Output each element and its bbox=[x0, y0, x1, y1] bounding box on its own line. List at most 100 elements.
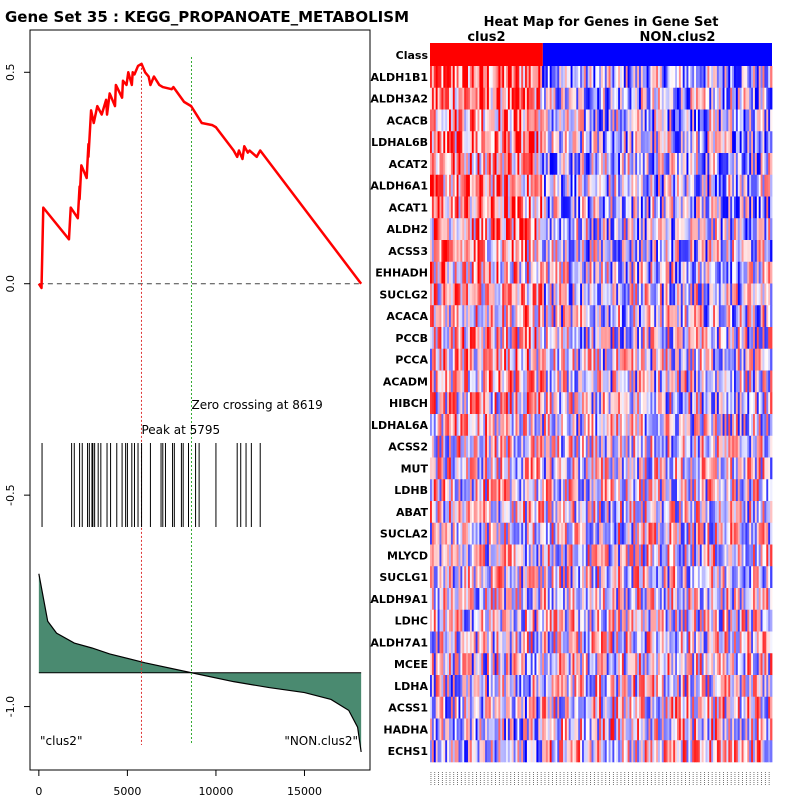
heatmap-cell bbox=[563, 174, 566, 197]
heatmap-cell bbox=[452, 588, 456, 611]
heatmap-cell bbox=[564, 457, 568, 480]
heatmap-cell bbox=[754, 283, 758, 306]
heatmap-cell bbox=[464, 609, 467, 632]
heatmap-cell bbox=[756, 435, 760, 458]
heatmap-cell bbox=[758, 305, 761, 328]
heatmap-cell bbox=[692, 327, 695, 350]
heatmap-cell bbox=[580, 609, 583, 632]
heatmap-cell bbox=[557, 174, 560, 197]
heatmap-cell bbox=[507, 327, 511, 350]
heatmap-cell bbox=[536, 327, 539, 350]
heatmap-cell bbox=[485, 153, 488, 176]
heatmap-cell bbox=[680, 283, 684, 306]
heatmap-cell bbox=[768, 305, 771, 328]
heatmap-cell bbox=[654, 87, 657, 110]
heatmap-cell bbox=[534, 435, 537, 458]
heatmap-cell bbox=[445, 479, 448, 502]
heatmap-cell bbox=[553, 522, 556, 545]
heatmap-cell bbox=[665, 435, 668, 458]
heatmap-cell bbox=[572, 522, 575, 545]
heatmap-cell bbox=[640, 240, 644, 263]
heatmap-cell bbox=[551, 218, 554, 241]
heatmap-cell bbox=[646, 501, 649, 524]
heatmap-cell bbox=[450, 392, 454, 415]
heatmap-cell bbox=[705, 414, 708, 437]
heatmap-cell bbox=[576, 174, 579, 197]
heatmap-cell bbox=[701, 522, 704, 545]
heatmap-cell bbox=[545, 348, 549, 371]
heatmap-cell bbox=[631, 414, 634, 437]
heatmap-cell bbox=[618, 240, 621, 263]
heatmap-cell bbox=[610, 327, 613, 350]
heatmap-cell bbox=[663, 153, 666, 176]
heatmap-cell bbox=[576, 87, 579, 110]
heatmap-cell bbox=[466, 109, 469, 132]
heatmap-cell bbox=[709, 392, 712, 415]
heatmap-cell bbox=[684, 109, 687, 132]
heatmap-cell bbox=[488, 261, 492, 284]
heatmap-cell bbox=[608, 544, 611, 567]
heatmap-cell bbox=[716, 631, 720, 654]
heatmap-cell bbox=[557, 109, 560, 132]
heatmap-cell bbox=[625, 109, 628, 132]
heatmap-cell bbox=[754, 631, 758, 654]
heatmap-cell bbox=[644, 348, 647, 371]
heatmap-cell bbox=[768, 218, 771, 241]
heatmap-cell bbox=[525, 588, 528, 611]
heatmap-cell bbox=[513, 609, 516, 632]
heatmap-cell bbox=[509, 522, 513, 545]
heatmap-cell bbox=[485, 457, 488, 480]
heatmap-cell bbox=[521, 370, 524, 393]
heatmap-cell bbox=[739, 544, 742, 567]
heatmap-cell bbox=[646, 566, 649, 589]
heatmap-cell bbox=[618, 609, 621, 632]
heatmap-cell bbox=[597, 327, 600, 350]
heatmap-cell bbox=[551, 240, 554, 263]
heatmap-cell bbox=[694, 435, 697, 458]
heatmap-cell bbox=[443, 153, 446, 176]
heatmap-cell bbox=[716, 327, 720, 350]
heatmap-cell bbox=[458, 392, 461, 415]
heatmap-cell bbox=[564, 348, 568, 371]
heatmap-cell bbox=[536, 392, 539, 415]
heatmap-cell bbox=[701, 327, 704, 350]
heatmap-cell bbox=[555, 457, 558, 480]
heatmap-cell bbox=[447, 392, 450, 415]
heatmap-cell bbox=[642, 631, 646, 654]
heatmap-cell bbox=[545, 218, 549, 241]
heatmap-cell bbox=[601, 544, 604, 567]
heatmap-cell bbox=[485, 305, 488, 328]
heatmap-cell bbox=[602, 196, 606, 219]
heatmap-cell bbox=[699, 348, 703, 371]
heatmap-cell bbox=[504, 174, 507, 197]
heatmap-cell bbox=[623, 87, 627, 110]
heatmap-cell bbox=[545, 631, 549, 654]
heatmap-cell bbox=[545, 609, 549, 632]
heatmap-cell bbox=[473, 588, 476, 611]
heatmap-cell bbox=[627, 392, 630, 415]
heatmap-cell bbox=[718, 283, 722, 306]
heatmap-cell bbox=[437, 261, 440, 284]
heatmap-cell bbox=[523, 283, 526, 306]
heatmap-cell bbox=[530, 522, 533, 545]
heatmap-cell bbox=[435, 196, 438, 219]
heatmap-cell bbox=[627, 196, 630, 219]
heatmap-cell bbox=[768, 588, 771, 611]
heatmap-cell bbox=[724, 327, 727, 350]
heatmap-cell bbox=[701, 240, 704, 263]
heatmap-cell bbox=[525, 240, 528, 263]
heatmap-cell bbox=[538, 501, 541, 524]
heatmap-cell bbox=[464, 327, 467, 350]
heatmap-cell bbox=[521, 588, 524, 611]
heatmap-cell bbox=[635, 566, 638, 589]
heatmap-cell bbox=[728, 174, 731, 197]
heatmap-cell bbox=[604, 544, 608, 567]
heatmap-cell bbox=[640, 609, 644, 632]
heatmap-cell bbox=[606, 196, 609, 219]
heatmap-cell bbox=[703, 348, 706, 371]
heatmap-cell bbox=[713, 174, 716, 197]
heatmap-cell bbox=[673, 348, 676, 371]
heatmap-cell bbox=[612, 218, 615, 241]
heatmap-cell bbox=[735, 544, 739, 567]
heatmap-cell bbox=[536, 370, 539, 393]
